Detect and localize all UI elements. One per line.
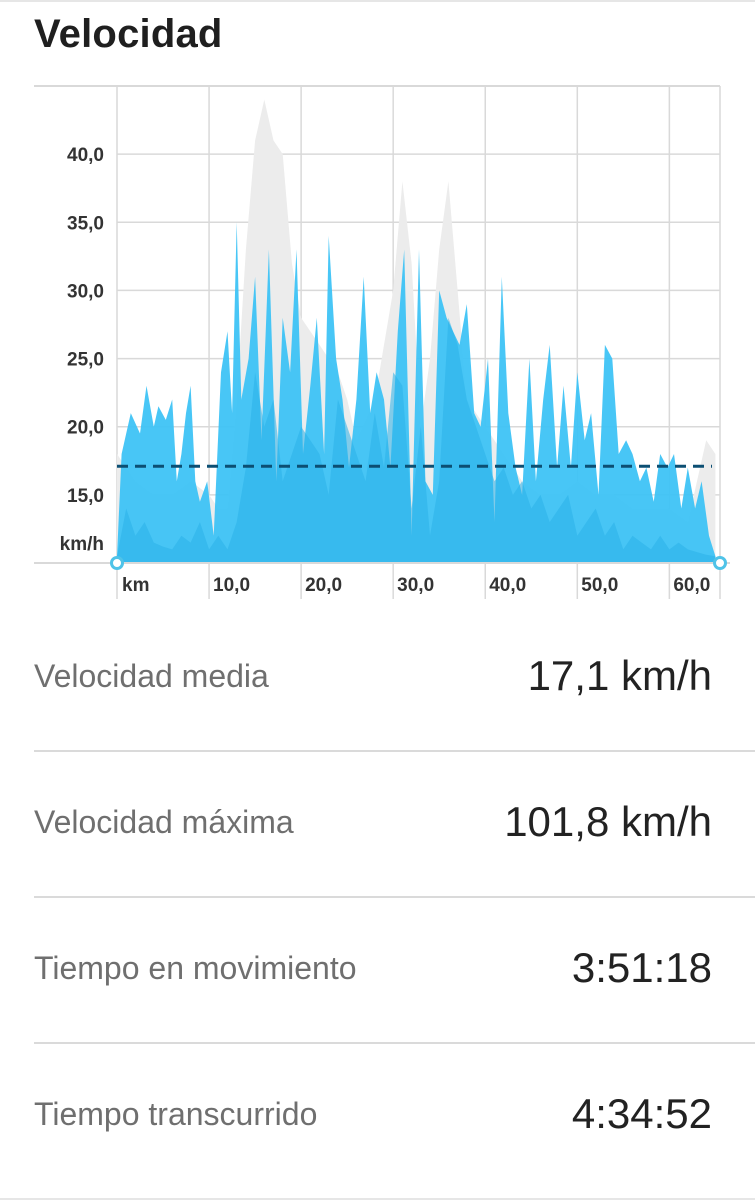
stat-label-max-speed: Velocidad máxima	[34, 804, 294, 840]
stat-row-elapsed-time: Tiempo transcurrido 4:34:52	[34, 1044, 755, 1190]
x-tick-label: 40,0	[489, 575, 526, 596]
x-tick-label: 20,0	[305, 575, 342, 596]
stat-row-max-speed: Velocidad máxima 101,8 km/h	[34, 752, 755, 898]
stat-label-elapsed-time: Tiempo transcurrido	[34, 1096, 318, 1132]
y-tick-label: 40,0	[67, 145, 104, 166]
y-tick-label: 35,0	[67, 213, 104, 234]
bottom-divider	[0, 1198, 755, 1200]
stat-value-max-speed: 101,8 km/h	[504, 798, 712, 845]
stat-label-moving-time: Tiempo en movimiento	[34, 950, 357, 986]
x-tick-label: 30,0	[397, 575, 434, 596]
x-tick-label: 60,0	[673, 575, 710, 596]
speed-low-area	[117, 317, 716, 563]
x-axis-label: km	[122, 575, 149, 596]
stat-value-elapsed-time: 4:34:52	[571, 1090, 712, 1137]
stats-list: Velocidad media 17,1 km/h Velocidad máxi…	[0, 606, 755, 1190]
section-title: Velocidad	[34, 12, 223, 56]
x-tick-label: 10,0	[213, 575, 250, 596]
stat-label-average-speed: Velocidad media	[34, 658, 269, 694]
speed-chart[interactable]: 15,0 20,0 25,0 30,0 35,0 40,0 km/h km 10,0 20,0 30…	[0, 60, 755, 620]
y-tick-label: 25,0	[67, 350, 104, 371]
stat-value-average-speed: 17,1 km/h	[527, 652, 712, 699]
y-axis-label: km/h	[60, 534, 104, 555]
top-divider	[0, 0, 755, 2]
x-tick-label: 50,0	[581, 575, 618, 596]
stat-value-moving-time: 3:51:18	[571, 944, 712, 991]
end-marker	[713, 556, 727, 570]
start-marker	[110, 556, 124, 570]
stat-row-average-speed: Velocidad media 17,1 km/h	[34, 606, 755, 752]
y-tick-label: 30,0	[67, 281, 104, 302]
stat-row-moving-time: Tiempo en movimiento 3:51:18	[34, 898, 755, 1044]
y-tick-label: 20,0	[67, 418, 104, 439]
y-tick-label: 15,0	[67, 486, 104, 507]
